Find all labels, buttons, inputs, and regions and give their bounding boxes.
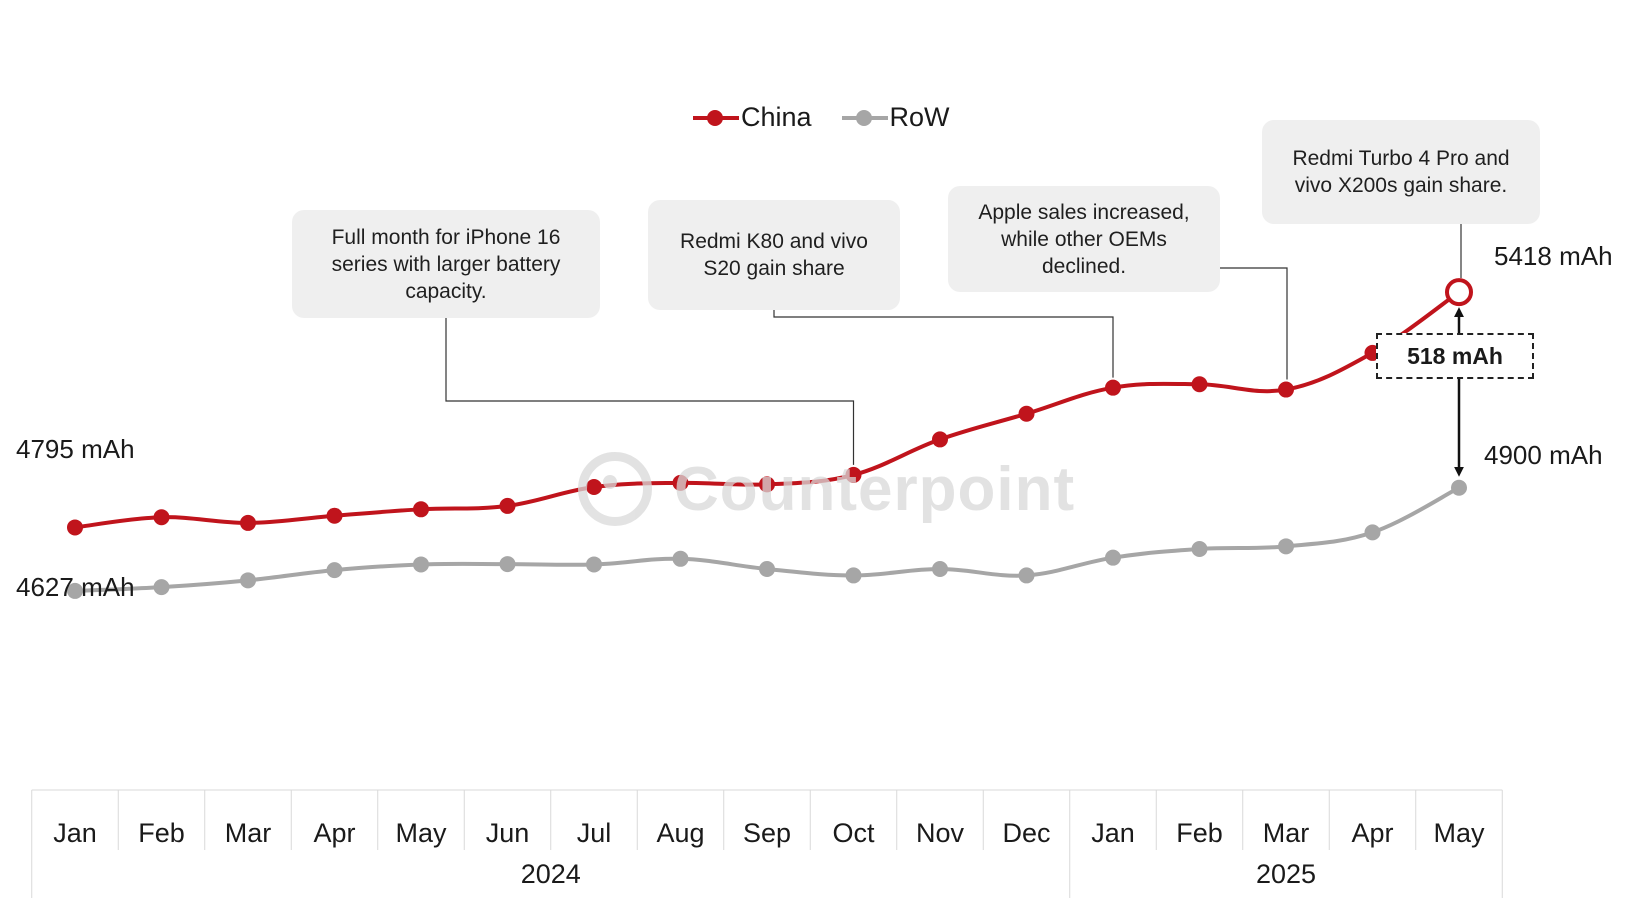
point-row-10 [932,561,948,577]
x-axis: Jan Feb Mar Apr May Jun Jul Aug Sep Oct Nov Dec Jan F… [31,789,1503,898]
difference-badge: 518 mAh [1376,333,1534,379]
point-row-11 [1018,567,1035,584]
point-china-16 [1445,278,1473,307]
point-row-12 [1105,549,1121,566]
point-china-12 [1105,379,1121,396]
callout-iphone: Full month for iPhone 16 series with lar… [292,210,600,318]
point-china-3 [326,507,343,524]
callout-connectors [445,224,1462,465]
point-row-7 [672,550,689,567]
x-tick-label: Aug [656,818,704,848]
legend-row-marker-icon [841,106,888,130]
counterpoint-logo-icon [578,452,652,526]
point-row-3 [326,562,343,579]
series-row [67,479,1467,599]
point-china-1 [153,509,170,526]
point-row-16 [1451,479,1467,496]
point-china-2 [240,514,256,531]
x-tick-label: Mar [1263,818,1310,848]
point-row-8 [759,561,775,577]
x-tick-label: Nov [916,818,965,848]
point-china-13 [1191,376,1208,393]
point-row-4 [413,556,429,573]
connector-apple [1220,267,1288,380]
legend-china-marker-icon [693,106,739,130]
legend-label-china: China [741,102,812,132]
point-row-0 [67,582,83,599]
x-tick-label: Sep [743,818,791,848]
x-tick-label: Jul [577,818,612,848]
point-row-15 [1364,524,1381,541]
legend-label-row: RoW [889,102,950,132]
x-tick-label: May [1433,818,1485,848]
legend: China RoW [693,102,980,133]
point-china-0 [67,519,83,536]
watermark-text: Counterpoint [674,454,1076,524]
series-china [67,278,1473,536]
point-china-10 [932,431,948,448]
point-china-9 [845,466,862,483]
x-tick-label: May [395,818,447,848]
x-tick-label: Mar [225,818,272,848]
point-china-8 [759,476,775,493]
point-row-9 [845,567,862,584]
x-tick-label: Apr [313,818,355,848]
x-tick-label: Feb [1176,818,1223,848]
x-tick-label: Jun [486,818,530,848]
point-row-5 [499,556,516,573]
x-tick-label: Dec [1002,818,1050,848]
point-row-13 [1191,540,1208,557]
label-row-end: 4900 mAh [1484,440,1603,470]
callout-apple: Apple sales increased, while other OEMs … [948,186,1220,292]
point-row-1 [153,579,170,596]
label-china-end: 5418 mAh [1494,241,1613,271]
x-tick-label: Feb [138,818,185,848]
x-tick-label: Jan [1091,818,1135,848]
point-china-7 [672,474,689,491]
connector-iphone [445,318,855,465]
callout-redmi-turbo: Redmi Turbo 4 Pro and vivo X200s gain sh… [1262,120,1540,224]
point-row-6 [586,556,602,573]
point-row-14 [1278,538,1294,555]
point-china-4 [413,501,429,518]
watermark: Counterpoint [578,452,1075,526]
label-row-start: 4627 mAh [16,572,135,602]
point-china-5 [499,497,516,514]
label-china-start: 4795 mAh [16,434,135,464]
connector-redmi-k80 [773,310,1114,378]
legend-item-china: China [693,102,812,133]
legend-item-row: RoW [841,102,950,133]
point-china-14 [1278,381,1294,398]
point-row-2 [240,572,256,589]
x-tick-label: Oct [832,818,875,848]
x-tick-label: Jan [53,818,97,848]
callout-redmi-k80: Redmi K80 and vivo S20 gain share [648,200,900,310]
point-china-11 [1018,405,1035,422]
x-tick-label: Apr [1351,818,1393,848]
year-label: 2025 [1256,859,1316,889]
year-label: 2024 [521,859,581,889]
